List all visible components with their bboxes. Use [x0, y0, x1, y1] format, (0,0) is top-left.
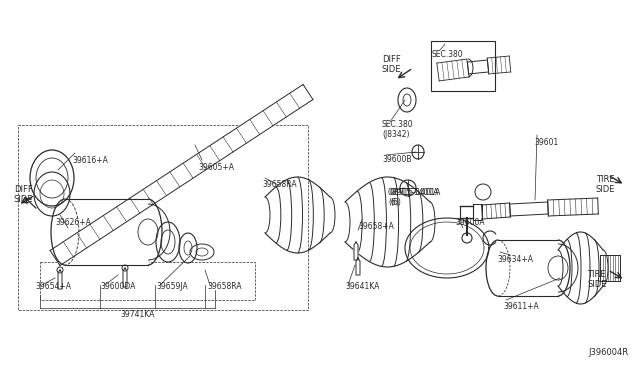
Text: TIRE
SIDE: TIRE SIDE: [587, 270, 607, 289]
Text: 39600B: 39600B: [382, 155, 412, 164]
Text: 39634+A: 39634+A: [497, 255, 533, 264]
Text: DIFF
SIDE: DIFF SIDE: [382, 55, 401, 74]
Polygon shape: [437, 59, 469, 81]
Text: J396004R: J396004R: [588, 348, 628, 357]
Polygon shape: [123, 268, 127, 287]
Polygon shape: [356, 258, 360, 275]
Polygon shape: [473, 204, 482, 220]
Text: 08915-1401A
(6): 08915-1401A (6): [388, 188, 440, 208]
Polygon shape: [354, 242, 358, 260]
Polygon shape: [487, 56, 511, 74]
Text: 39658RA: 39658RA: [207, 282, 242, 291]
Polygon shape: [481, 203, 511, 219]
Text: 39605+A: 39605+A: [198, 163, 234, 172]
Text: 39600A: 39600A: [455, 218, 484, 227]
Text: 39659JA: 39659JA: [156, 282, 188, 291]
Text: 39601: 39601: [534, 138, 558, 147]
Text: 39641KA: 39641KA: [345, 282, 380, 291]
Polygon shape: [50, 84, 313, 266]
Polygon shape: [65, 199, 148, 265]
Text: 39626+A: 39626+A: [55, 218, 91, 227]
Text: SEC.380: SEC.380: [432, 50, 463, 59]
Text: 08915-1401A
(6): 08915-1401A (6): [390, 188, 442, 208]
Text: 39658+A: 39658+A: [358, 222, 394, 231]
Text: DIFF
SIDE: DIFF SIDE: [14, 185, 33, 204]
Polygon shape: [467, 60, 488, 74]
Text: 39658RA: 39658RA: [262, 180, 296, 189]
Text: 39741KA: 39741KA: [120, 310, 154, 319]
Text: 39611+A: 39611+A: [503, 302, 539, 311]
Polygon shape: [498, 240, 558, 296]
Text: TIRE
SIDE: TIRE SIDE: [596, 175, 616, 195]
Polygon shape: [58, 270, 62, 289]
Text: 39616+A: 39616+A: [72, 156, 108, 165]
Polygon shape: [548, 198, 598, 216]
Polygon shape: [509, 202, 548, 216]
Text: 39600DA: 39600DA: [100, 282, 136, 291]
Text: SEC.380
(J8342): SEC.380 (J8342): [382, 120, 413, 140]
Polygon shape: [600, 255, 620, 281]
Text: 39654+A: 39654+A: [35, 282, 71, 291]
